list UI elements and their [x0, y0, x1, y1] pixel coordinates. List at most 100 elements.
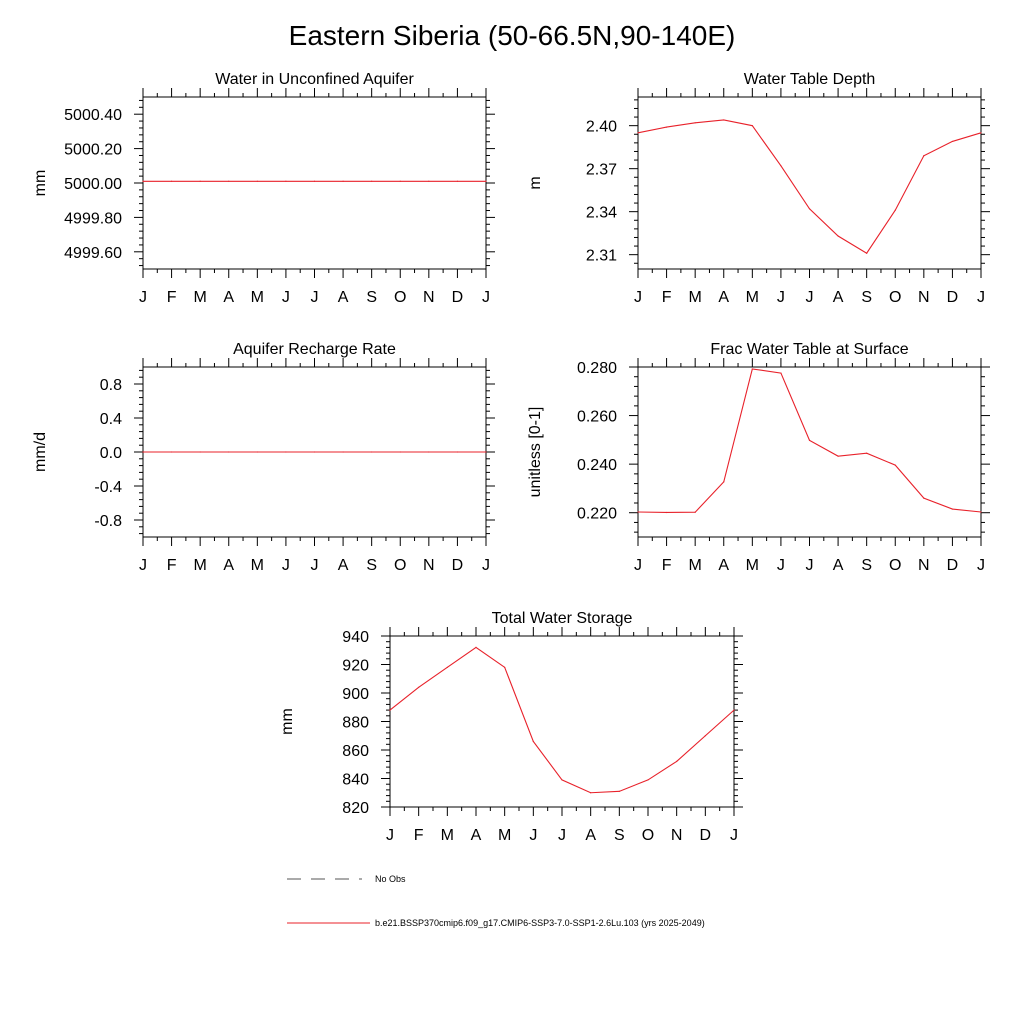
data-point: [980, 132, 982, 134]
data-point: [923, 155, 925, 157]
data-point: [590, 792, 592, 794]
x-tick-label: J: [730, 827, 738, 844]
data-point: [142, 180, 144, 182]
data-point: [751, 125, 753, 127]
x-tick-label: J: [777, 289, 785, 306]
x-tick-label: M: [194, 557, 207, 574]
x-tick-label: J: [806, 557, 814, 574]
x-tick-label: S: [614, 827, 625, 844]
y-tick-label: 0.220: [577, 506, 617, 523]
x-tick-label: S: [861, 289, 872, 306]
x-tick-label: S: [366, 557, 377, 574]
chart-title: Frac Water Table at Surface: [710, 341, 908, 358]
x-tick-label: J: [777, 557, 785, 574]
x-tick-label: D: [452, 289, 464, 306]
x-tick-label: M: [194, 289, 207, 306]
plot-frame: [142, 96, 487, 270]
data-point: [313, 451, 316, 453]
y-tick-label: 820: [342, 800, 369, 817]
x-tick-label: O: [394, 557, 406, 574]
data-point: [733, 709, 735, 711]
legend-model-label: b.e21.BSSP370cmip6.f09_g17.CMIP6-SSP3-7.…: [375, 918, 705, 928]
x-tick-label: J: [482, 289, 490, 306]
x-tick-label: A: [585, 827, 596, 844]
y-tick-label: 5000.40: [64, 107, 122, 124]
data-point: [676, 760, 678, 763]
data-point: [170, 451, 173, 453]
x-tick-label: M: [251, 289, 264, 306]
data-point: [228, 180, 230, 182]
x-tick-label: A: [338, 557, 349, 574]
data-point: [199, 451, 201, 453]
data-point: [694, 122, 696, 124]
x-tick-label: J: [806, 289, 814, 306]
y-tick-label: 2.31: [586, 248, 617, 265]
series-line: [389, 646, 735, 794]
x-tick-label: D: [700, 827, 712, 844]
x-tick-label: D: [452, 557, 464, 574]
x-tick-label: A: [223, 557, 234, 574]
plot-frame: [637, 366, 982, 538]
x-tick-label: J: [311, 557, 319, 574]
data-point: [285, 180, 287, 182]
data-point: [751, 368, 753, 370]
x-tick-label: J: [634, 557, 642, 574]
x-tick-label: F: [167, 557, 177, 574]
y-tick-label: 0.240: [577, 457, 617, 474]
x-tick-label: J: [634, 289, 642, 306]
data-point: [504, 666, 506, 668]
y-tick-label: -0.4: [94, 479, 122, 496]
data-point: [951, 140, 954, 143]
data-point: [342, 451, 344, 453]
x-tick-label: N: [423, 557, 435, 574]
data-point: [485, 180, 487, 182]
x-tick-label: J: [139, 557, 147, 574]
data-point: [228, 451, 230, 453]
data-point: [866, 252, 868, 254]
data-point: [389, 709, 391, 711]
x-tick-label: M: [441, 827, 454, 844]
data-point: [446, 666, 448, 668]
data-point: [637, 511, 639, 513]
x-tick-label: F: [662, 289, 672, 306]
data-point: [256, 451, 258, 453]
y-tick-label: 0.280: [577, 360, 617, 377]
chart-title: Water in Unconfined Aquifer: [215, 71, 414, 88]
x-tick-label: M: [689, 289, 702, 306]
x-tick-label: S: [861, 557, 872, 574]
y-tick-label: 2.37: [586, 162, 617, 179]
y-axis-label: mm/d: [32, 432, 49, 472]
plot-frame: [389, 635, 735, 808]
data-point: [923, 497, 925, 499]
y-tick-label: 880: [342, 715, 369, 732]
data-point: [980, 511, 982, 513]
x-tick-label: M: [746, 289, 759, 306]
y-tick-label: 5000.20: [64, 142, 122, 159]
x-tick-label: D: [947, 557, 959, 574]
data-point: [866, 452, 868, 454]
x-tick-label: J: [529, 827, 537, 844]
data-point: [285, 451, 287, 453]
x-tick-label: S: [366, 289, 377, 306]
data-point: [199, 180, 201, 182]
data-point: [704, 735, 706, 737]
data-point: [894, 464, 896, 466]
x-tick-label: J: [282, 557, 290, 574]
data-point: [694, 511, 696, 513]
x-tick-label: F: [414, 827, 424, 844]
y-tick-label: 0.8: [100, 377, 122, 394]
data-point: [342, 180, 344, 182]
y-tick-label: 0.4: [100, 411, 122, 428]
data-point: [665, 126, 668, 128]
data-point: [561, 779, 563, 781]
data-point: [170, 180, 173, 182]
data-point: [837, 455, 839, 457]
x-tick-label: A: [223, 289, 234, 306]
panel-frac-water-table: Frac Water Table at Surface unitless [0-…: [527, 341, 990, 574]
y-tick-label: 0.260: [577, 409, 617, 426]
x-tick-label: A: [718, 557, 729, 574]
y-tick-label: 4999.80: [64, 210, 122, 227]
series-line: [637, 119, 982, 254]
